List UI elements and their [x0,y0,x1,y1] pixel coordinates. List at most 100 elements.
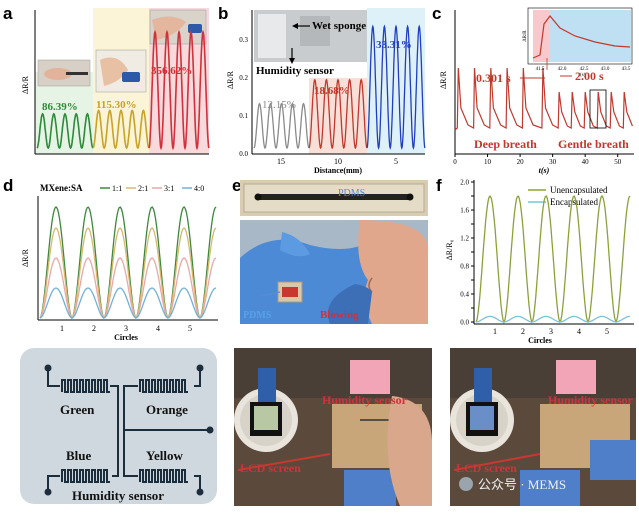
panel-label-b: b [218,4,228,23]
panel-c-xtick-label: 20 [517,158,525,166]
panel-c: c ΔR/R 0 10 20 30 40 50 t(s) 41.5 42.0 42.5 4… [432,4,634,175]
circuit-pad [196,488,204,496]
meander-trace [139,379,188,393]
photo1-lcd-label: LCD screen [240,461,301,475]
panel-label-f: f [436,176,442,195]
panel-f: f ΔR/R₀ 0.0 0.4 0.8 1.2 1.6 2.0 1 2 3 4 5 Circles… [436,176,634,345]
panel-a: a ΔR/R 86.39% 115.30% 356.62% [3,4,210,155]
panel-c-inset: 41.5 42.0 42.5 43.0 43.5 t(s) ΔR/R [523,7,633,78]
photo2-lcd-label: LCD screen [456,461,517,475]
panel-b-label-red: 18.68% [314,85,350,97]
panel-a-series-line [92,109,150,150]
panel-d-xtick-label: 1 [60,324,64,333]
meander-trace [139,469,188,483]
legend-label: 1:1 [112,184,122,193]
demo-photo-1 [234,348,432,506]
watermark: 公众号 · MEMS [459,477,566,492]
panel-b-xtick: 5 [394,157,398,166]
panel-f-xtick-label: 1 [493,327,497,336]
inset-xtick: 43.5 [622,67,631,72]
panel-b: b 0.0 0.1 0.2 0.3 ΔR/R 15 10 5 Distance(… [218,4,426,175]
panel-b-yticks: 0.0 0.1 0.2 0.3 [239,36,248,158]
panel-b-xtick: 15 [277,157,285,166]
panel-d-xtick-label: 3 [124,324,128,333]
nose-photo [95,49,147,93]
panel-f-series-line [475,194,631,324]
panel-a-series-line [36,112,94,150]
circuit-label-yellow: Yellow [146,448,183,463]
panel-b-bg-red [309,78,367,154]
panel-a-label-yellow: 115.30% [96,99,137,111]
panel-d-series-line [39,257,217,319]
pdms-strip-photo [240,180,428,216]
panel-b-xtick: 10 [334,157,342,166]
circuit-pad [196,364,204,372]
response-time-label: 0.301 s [476,71,511,85]
circuit-label-orange: Orange [146,402,188,417]
deep-breath-label: Deep breath [474,137,537,151]
panel-a-label-green: 86.39% [42,101,78,113]
inset-xtick: 42.5 [580,67,589,72]
panel-f-xtick-label: 2 [521,327,525,336]
panel-c-xtick-label: 10 [484,158,492,166]
panel-c-xtick-label: 40 [582,158,590,166]
panel-f-ytick-label: 1.6 [460,207,469,215]
circuit-pad [44,364,52,372]
panel-a-series-line [148,29,210,151]
panel-label-e: e [232,176,241,195]
watermark-text: 公众号 · MEMS [478,477,566,492]
wechat-icon [459,477,473,491]
panel-f-ytick-label: 1.2 [460,235,469,243]
circuit-trace [47,368,210,492]
circuit-label-blue: Blue [66,448,92,463]
panel-b-series-line [308,78,368,150]
panel-b-ytick: 0.0 [239,150,248,158]
circuit-label-green: Green [60,402,95,417]
panel-b-series-line [253,102,310,150]
blowing-label: Blowing [320,309,359,321]
panel-c-xtick-label: 0 [453,158,457,166]
panel-f-ytick-label: 2.0 [460,179,469,187]
panel-f-ytick-label: 0.4 [460,291,469,299]
panel-c-xtick-label: 30 [549,158,557,166]
photo1-humidity-label: Humidity sensor [322,393,408,407]
inset-xtick: 43.0 [601,67,610,72]
pdms-label-top: PDMS [338,188,365,199]
legend-label: 3:1 [164,184,174,193]
panel-d-ylabel: ΔR/R [21,248,30,267]
circuit-label-title: Humidity sensor [72,488,164,503]
circuit-pad [206,426,214,434]
panel-f-series-line [475,315,631,323]
panel-d-xtick-label: 2 [92,324,96,333]
panel-d-series-line [39,287,217,319]
blowing-photo [240,220,428,324]
legend-label: 2:1 [138,184,148,193]
panel-label-a: a [3,4,13,23]
panel-d-series-line [39,227,217,320]
finger-photo [37,59,91,87]
panel-f-xtick-label: 5 [605,327,609,336]
panel-f-ylabel: ΔR/R₀ [445,239,454,260]
panel-a-ylabel: ΔR/R [21,75,30,94]
panel-b-ytick: 0.3 [239,36,248,44]
pdms-label-bottom: PDMS [243,310,272,321]
gentle-breath-label: Gentle breath [558,137,629,151]
humidity-sensor-label: Humidity sensor [256,65,334,77]
panel-f-ytick-label: 0.0 [460,319,469,327]
inset-xtick: 42.0 [558,67,567,72]
panel-f-xtick-label: 4 [577,327,581,336]
wet-sponge-label: Wet sponge [312,20,366,32]
photo2-humidity-label: Humidity sensor [548,393,634,407]
panel-label-c: c [432,4,441,23]
recovery-time-label: 2.00 s [575,69,604,83]
meander-trace [61,469,110,483]
circuit-board: Green Orange Blue Yellow Humidity sensor [20,348,217,504]
demo-photo-2 [450,348,636,506]
panel-b-ytick: 0.2 [239,74,248,82]
meander-trace [61,379,110,393]
panel-d-xtick-label: 4 [156,324,160,333]
panel-f-xlabel: Circles [528,336,552,345]
panel-b-ylabel: ΔR/R [226,70,235,89]
